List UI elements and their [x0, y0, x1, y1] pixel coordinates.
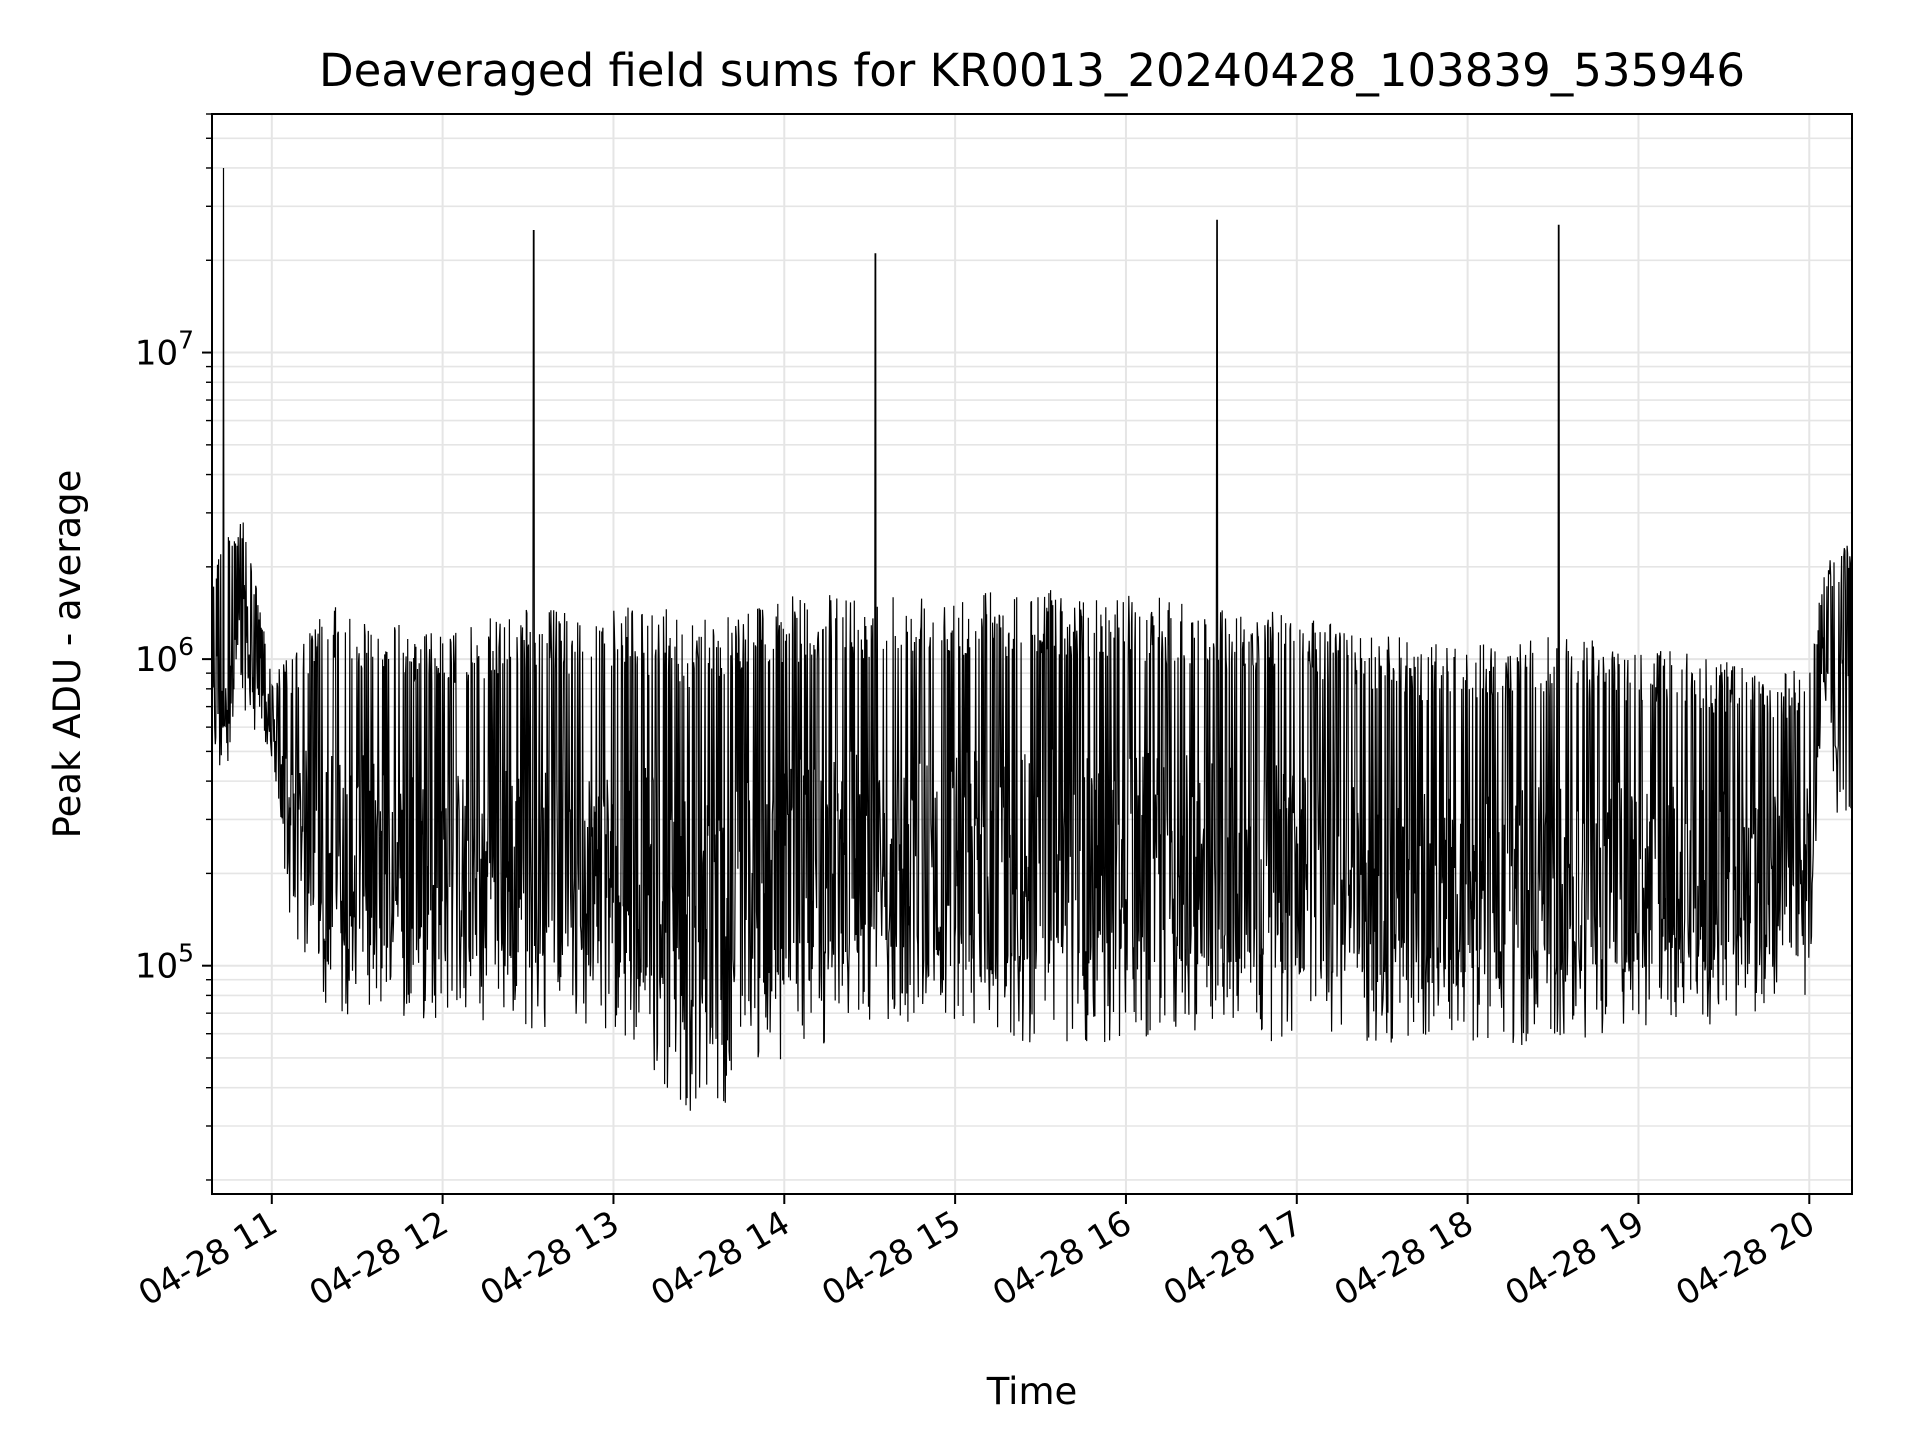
x-axis-label: Time: [986, 1370, 1078, 1413]
x-tick-label: 04-28 15: [815, 1203, 967, 1314]
x-tick-label: 04-28 12: [303, 1203, 455, 1314]
y-tick-label: 107: [135, 326, 194, 374]
series-line: [211, 167, 1853, 1111]
x-tick-label: 04-28 11: [132, 1203, 284, 1314]
x-tick-label: 04-28 14: [644, 1203, 796, 1314]
x-tick-label: 04-28 17: [1157, 1203, 1309, 1314]
plot-frame: [211, 113, 1853, 1195]
y-axis-label: Peak ADU - average: [46, 470, 89, 839]
chart-title: Deaveraged field sums for KR0013_2024042…: [319, 44, 1745, 97]
x-axis: 04-28 11 04-28 12 04-28 13 04-28 14 04-28 15…: [132, 1194, 1822, 1314]
x-tick-label: 04-28 19: [1499, 1203, 1651, 1314]
x-tick-label: 04-28 16: [986, 1203, 1138, 1314]
x-tick-label: 04-28 20: [1669, 1203, 1821, 1314]
y-tick-label: 106: [135, 632, 194, 680]
y-tick-label: 105: [135, 939, 194, 987]
x-tick-label: 04-28 13: [474, 1203, 626, 1314]
series-path: [211, 167, 1853, 1111]
x-tick-label: 04-28 18: [1328, 1203, 1480, 1314]
y-axis: 105 106 107: [135, 113, 212, 1181]
